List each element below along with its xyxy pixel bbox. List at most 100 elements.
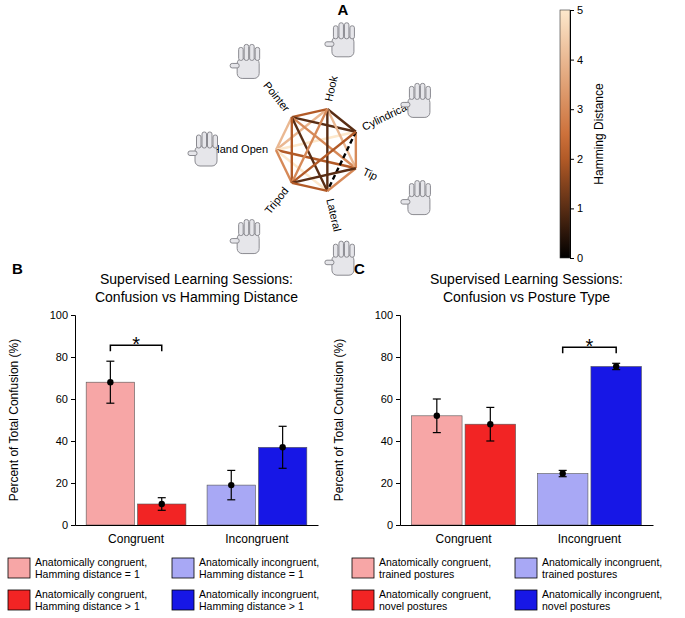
- error-bar-cap: [106, 403, 114, 404]
- y-tick-mark: [71, 399, 75, 400]
- edge: [291, 117, 293, 183]
- edges: [276, 109, 356, 191]
- hand-finger: [255, 47, 259, 60]
- hand-thumb: [401, 200, 410, 205]
- x-tick: Congruent: [436, 525, 493, 546]
- error-bar-cap: [279, 426, 287, 427]
- hand-finger: [344, 241, 349, 257]
- error-bar: [559, 470, 567, 476]
- error-bar: [486, 407, 494, 441]
- legend-swatch: [8, 590, 30, 610]
- x-tick-label: Congruent: [436, 532, 493, 546]
- hand-finger: [344, 23, 349, 39]
- y-tick-label: 40: [56, 435, 68, 447]
- significance-label: *: [132, 333, 140, 355]
- error-bar-cap: [158, 497, 166, 498]
- edge: [276, 150, 292, 183]
- y-tick-label: 80: [56, 351, 68, 363]
- bar-panel: CSupervised Learning Sessions:Confusion …: [332, 260, 662, 612]
- y-tick-label: 20: [381, 477, 393, 489]
- hand-finger: [197, 135, 202, 148]
- hand-finger: [202, 132, 207, 148]
- legend-label: Anatomically congruent,novel postures: [379, 588, 491, 612]
- y-tick-label: 60: [381, 393, 393, 405]
- node-label: Hook: [322, 74, 340, 102]
- y-tick-mark: [396, 399, 400, 400]
- hand-finger: [239, 47, 244, 60]
- y-axis: 020406080100: [375, 309, 401, 531]
- hand-thumb: [188, 151, 197, 156]
- hand-finger: [420, 83, 425, 99]
- y-tick-mark: [71, 441, 75, 442]
- legend-swatch: [172, 558, 194, 578]
- legend-label: Anatomically congruent,trained postures: [379, 556, 491, 580]
- significance-label: *: [586, 335, 594, 357]
- y-axis: 020406080100: [50, 309, 76, 531]
- y-tick: 40: [56, 435, 75, 447]
- error-bar-cap: [158, 510, 166, 511]
- y-tick-mark: [71, 525, 75, 526]
- y-tick: 0: [62, 519, 75, 531]
- hand-thumb: [230, 239, 239, 244]
- plot-marks: [412, 363, 642, 525]
- hand-icon: [401, 83, 431, 117]
- y-tick: 0: [387, 519, 400, 531]
- hand-thumb: [325, 42, 334, 47]
- colorbar-tick-mark: [570, 109, 574, 110]
- y-tick-label: 0: [62, 519, 68, 531]
- y-tick-mark: [396, 357, 400, 358]
- colorbar-tick: 0: [570, 252, 583, 264]
- error-bar-cap: [433, 398, 441, 399]
- x-tick: Incongruent: [225, 525, 289, 546]
- colorbar-tick: 4: [570, 54, 583, 66]
- edge: [292, 168, 356, 183]
- hand-palm: [408, 97, 430, 117]
- x-tick-label: Incongruent: [225, 532, 289, 546]
- hand-finger: [208, 132, 213, 148]
- y-tick: 80: [56, 351, 75, 363]
- y-tick-label: 100: [50, 309, 68, 321]
- hand-icon: [188, 132, 218, 166]
- hand-finger: [409, 86, 414, 99]
- node-label: Tip: [361, 165, 380, 182]
- y-tick: 40: [381, 435, 400, 447]
- chart-title: Supervised Learning Sessions:Confusion v…: [95, 271, 298, 305]
- edge: [355, 132, 357, 168]
- legend-label: Anatomically incongruent,trained posture…: [542, 556, 662, 580]
- x-tick: Incongruent: [558, 525, 622, 546]
- legend-swatch: [8, 558, 30, 578]
- hand-palm: [408, 195, 430, 215]
- y-axis-title: Percent of Total Confusion (%): [7, 339, 21, 502]
- error-bar-cap: [279, 468, 287, 469]
- hand-icon: [325, 23, 355, 57]
- y-tick-mark: [396, 483, 400, 484]
- edge: [276, 150, 327, 191]
- hand-palm: [332, 255, 354, 275]
- hand-palm: [195, 146, 217, 166]
- hand-finger: [250, 44, 255, 60]
- y-tick-label: 80: [381, 351, 393, 363]
- hand-finger: [333, 26, 338, 39]
- bar: [86, 382, 134, 525]
- panel-label: B: [12, 260, 23, 277]
- panel-label: A: [338, 1, 349, 18]
- error-bar: [433, 399, 441, 433]
- hand-finger: [239, 223, 244, 236]
- y-tick: 80: [381, 351, 400, 363]
- hand-finger: [350, 244, 355, 257]
- y-tick-mark: [71, 357, 75, 358]
- hand-palm: [332, 37, 354, 57]
- bar: [537, 474, 587, 525]
- node-label: Hand Open: [212, 143, 268, 155]
- legend-swatch: [515, 558, 537, 578]
- value-marker: [559, 470, 565, 476]
- legend-label: Anatomically congruent,Hamming distance …: [35, 556, 147, 580]
- y-tick-label: 20: [56, 477, 68, 489]
- hand-finger: [420, 181, 425, 197]
- plot-marks: [86, 361, 307, 525]
- colorbar-tick-mark: [570, 159, 574, 160]
- x-tick-label: Congruent: [108, 532, 165, 546]
- y-tick-label: 0: [387, 519, 393, 531]
- hand-palm: [237, 234, 259, 254]
- error-bar-cap: [227, 470, 235, 471]
